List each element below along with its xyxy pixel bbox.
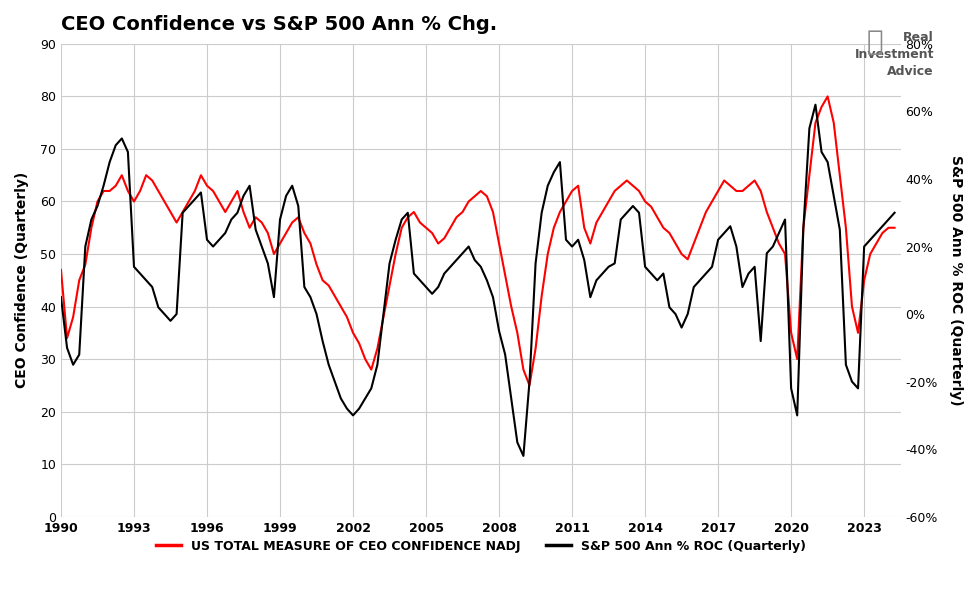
Text: 🦅: 🦅: [867, 28, 882, 55]
Text: CEO Confidence vs S&P 500 Ann % Chg.: CEO Confidence vs S&P 500 Ann % Chg.: [61, 15, 496, 34]
Y-axis label: S&P 500 Ann % ROC (Quarterly): S&P 500 Ann % ROC (Quarterly): [948, 155, 962, 405]
Legend: US TOTAL MEASURE OF CEO CONFIDENCE NADJ, S&P 500 Ann % ROC (Quarterly): US TOTAL MEASURE OF CEO CONFIDENCE NADJ,…: [150, 535, 810, 557]
Y-axis label: CEO Confidence (Quarterly): CEO Confidence (Quarterly): [15, 172, 29, 389]
Text: Real
Investment
Advice: Real Investment Advice: [854, 31, 933, 78]
